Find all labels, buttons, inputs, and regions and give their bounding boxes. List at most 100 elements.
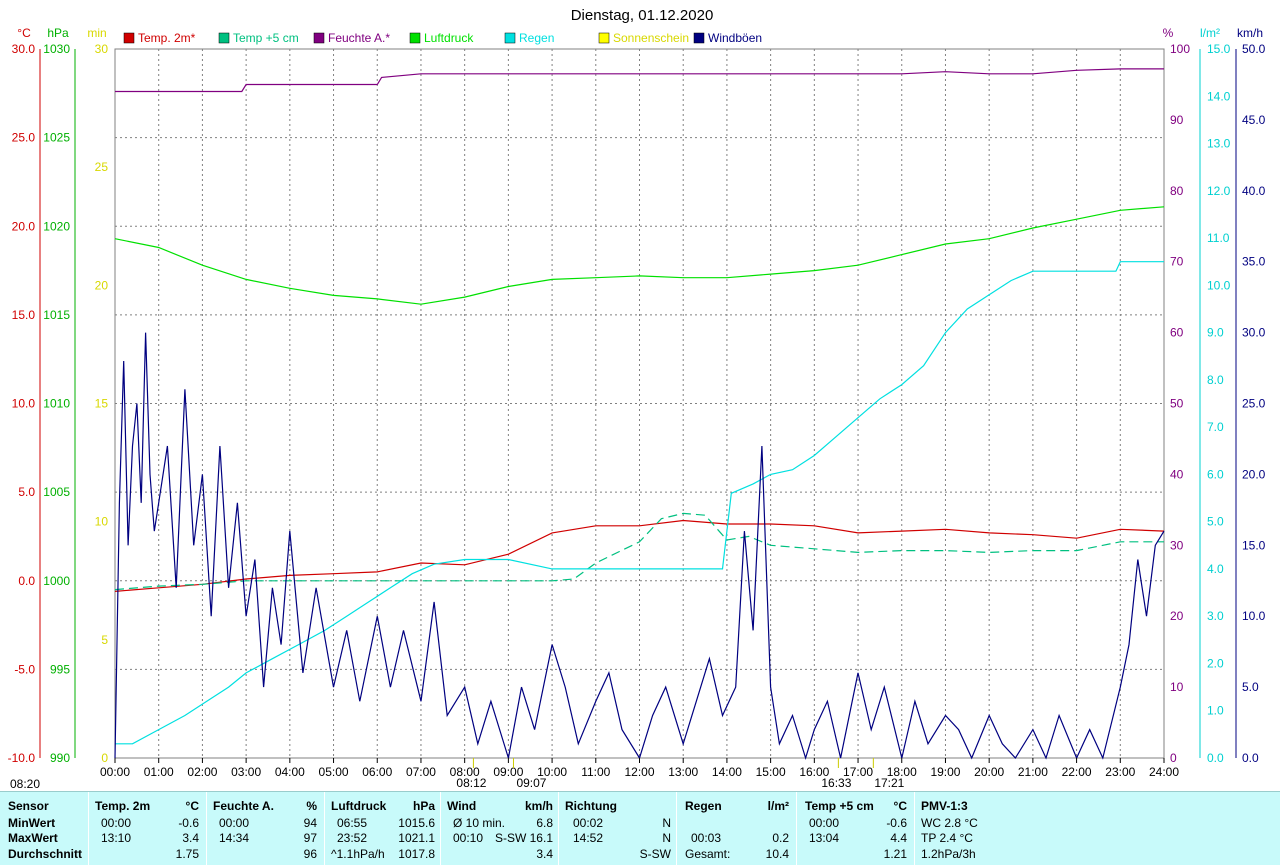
sun-tick-label: 5 bbox=[101, 633, 108, 647]
hum-tick-label: 10 bbox=[1170, 680, 1184, 694]
x-tick-label: 13:00 bbox=[668, 765, 698, 779]
rain-tick-label: 14.0 bbox=[1207, 89, 1231, 103]
temp-tick-label: 10.0 bbox=[12, 397, 36, 411]
wind-tick-label: 20.0 bbox=[1242, 467, 1266, 481]
wind-avg: 3.4 bbox=[536, 847, 553, 861]
hum-tick-label: 90 bbox=[1170, 113, 1184, 127]
noon-label: 09:07 bbox=[516, 776, 546, 790]
hum-tick-label: 30 bbox=[1170, 538, 1184, 552]
temp-min-time: 00:00 bbox=[101, 816, 132, 830]
x-tick-label: 02:00 bbox=[187, 765, 217, 779]
x-tick-label: 23:00 bbox=[1105, 765, 1135, 779]
hum-avg: 96 bbox=[303, 847, 317, 861]
wind-tick-label: 40.0 bbox=[1242, 184, 1266, 198]
legend-label: Sonnenschein bbox=[613, 31, 689, 45]
sun-tick-label: 10 bbox=[95, 515, 109, 529]
series-line bbox=[115, 261, 1164, 745]
pres-tick-label: 1025 bbox=[43, 131, 70, 145]
x-axis: 00:00 01:00 02:00 03:00 04:00 05:00 06:00 07:00… bbox=[10, 758, 1179, 791]
wind-tick-label: 45.0 bbox=[1242, 113, 1266, 127]
t5-min: -0.6 bbox=[886, 816, 907, 830]
pmv-wc: WC 2.8 °C bbox=[921, 816, 978, 830]
wind-tick-label: 5.0 bbox=[1242, 680, 1259, 694]
hum-tick-label: 40 bbox=[1170, 467, 1184, 481]
temp-column: Temp. 2m °C 00:00 -0.6 13:10 3.4 1.75 bbox=[88, 792, 207, 865]
x-tick-label: 03:00 bbox=[231, 765, 261, 779]
x-tick-label: 07:00 bbox=[406, 765, 436, 779]
chart-grid bbox=[114, 48, 1165, 759]
rain-tick-label: 0.0 bbox=[1207, 751, 1224, 765]
x-tick-label: 16:00 bbox=[799, 765, 829, 779]
x-tick-label: 04:00 bbox=[275, 765, 305, 779]
pmv-column: PMV-1:3 WC 2.8 °C TP 2.4 °C 1.2hPa/3h bbox=[914, 792, 1280, 865]
legend-swatch bbox=[123, 32, 135, 44]
series-line bbox=[114, 206, 1165, 305]
sun-tick-label: 20 bbox=[95, 278, 109, 292]
row-label-avg: Durchschnitt bbox=[8, 847, 83, 861]
hum-unit: % bbox=[306, 799, 317, 813]
chart-title: Dienstag, 01.12.2020 bbox=[571, 7, 714, 24]
rain-max-time: 00:03 bbox=[691, 831, 722, 845]
dir-min-time: 00:02 bbox=[573, 816, 604, 830]
hum-tick-label: 50 bbox=[1170, 397, 1184, 411]
dir-max: N bbox=[662, 831, 671, 845]
weather-chart: Dienstag, 01.12.2020 Temp. 2m* Temp +5 cm… bbox=[7, 7, 1266, 791]
sun-tick-label: 30 bbox=[95, 42, 109, 56]
wind-tick-label: 30.0 bbox=[1242, 326, 1266, 340]
rain-max: 0.2 bbox=[772, 831, 789, 845]
rain-tick-label: 10.0 bbox=[1207, 278, 1231, 292]
x-tick-label: 11:00 bbox=[581, 765, 610, 779]
dir-avg: S-SW bbox=[639, 847, 671, 861]
x-tick-label: 17:00 bbox=[843, 765, 873, 779]
rain-tick-label: 3.0 bbox=[1207, 609, 1224, 623]
pres-unit: hPa bbox=[412, 799, 435, 813]
legend-label: Luftdruck bbox=[424, 31, 474, 45]
pres-tick-label: 1010 bbox=[43, 397, 70, 411]
hum-max: 97 bbox=[303, 831, 317, 845]
wind-title: Wind bbox=[447, 799, 477, 813]
x-tick-label: 20:00 bbox=[974, 765, 1004, 779]
hum-title: Feuchte A. bbox=[213, 799, 274, 813]
pres-tick-label: 1030 bbox=[43, 42, 70, 56]
row-label-min: MinWert bbox=[8, 816, 56, 830]
temp-min: -0.6 bbox=[178, 816, 199, 830]
rain-tick-label: 12.0 bbox=[1207, 184, 1231, 198]
x-tick-label: 01:00 bbox=[144, 765, 174, 779]
temp-tick-label: -10.0 bbox=[8, 751, 36, 765]
rain-tick-label: 11.0 bbox=[1207, 231, 1230, 245]
dir-min: N bbox=[662, 816, 671, 830]
t5-max-time: 13:04 bbox=[809, 831, 840, 845]
sun-tick-label: 25 bbox=[95, 160, 109, 174]
temp-tick-label: 5.0 bbox=[18, 485, 35, 499]
wind-tick-label: 35.0 bbox=[1242, 255, 1266, 269]
legend-label: Windböen bbox=[708, 31, 762, 45]
temp-max-time: 13:10 bbox=[101, 831, 132, 845]
temp-max: 3.4 bbox=[182, 831, 199, 845]
wind-unit: km/h bbox=[524, 799, 553, 813]
rain-tick-label: 15.0 bbox=[1207, 42, 1231, 56]
x-tick-label: 05:00 bbox=[319, 765, 349, 779]
rain-tick-label: 2.0 bbox=[1207, 656, 1224, 670]
temp-tick-label: 15.0 bbox=[12, 308, 36, 322]
pmv-trend: 1.2hPa/3h bbox=[921, 847, 976, 861]
pres-min: 1015.6 bbox=[398, 816, 435, 830]
x-tick-label: 08:00 bbox=[450, 765, 480, 779]
t5-title: Temp +5 cm bbox=[805, 799, 874, 813]
legend-swatch bbox=[409, 32, 421, 44]
x-tick-label: 10:00 bbox=[537, 765, 567, 779]
rain-column: Regen l/m² 00:03 0.2 Gesamt: 10.4 bbox=[676, 792, 797, 865]
hum-tick-label: 80 bbox=[1170, 184, 1184, 198]
temp-axis-unit: °C bbox=[17, 26, 31, 40]
hum-tick-label: 20 bbox=[1170, 609, 1184, 623]
chart-axes: -10.0 -5.0 0.0 5.0 10.0 15.0 20.0 25.0 30.0 °C 990… bbox=[8, 26, 1266, 765]
hum-min-time: 00:00 bbox=[219, 816, 250, 830]
hum-tick-label: 70 bbox=[1170, 255, 1184, 269]
sensor-title: Sensor bbox=[8, 799, 49, 813]
pres-max-time: 23:52 bbox=[337, 831, 368, 845]
legend-swatch bbox=[218, 32, 230, 44]
wind-avg10-label: Ø 10 min. bbox=[453, 816, 506, 830]
temp-avg: 1.75 bbox=[175, 847, 199, 861]
legend-label: Temp +5 cm bbox=[233, 31, 299, 45]
series-line bbox=[114, 519, 1165, 592]
temp-tick-label: 25.0 bbox=[12, 131, 36, 145]
